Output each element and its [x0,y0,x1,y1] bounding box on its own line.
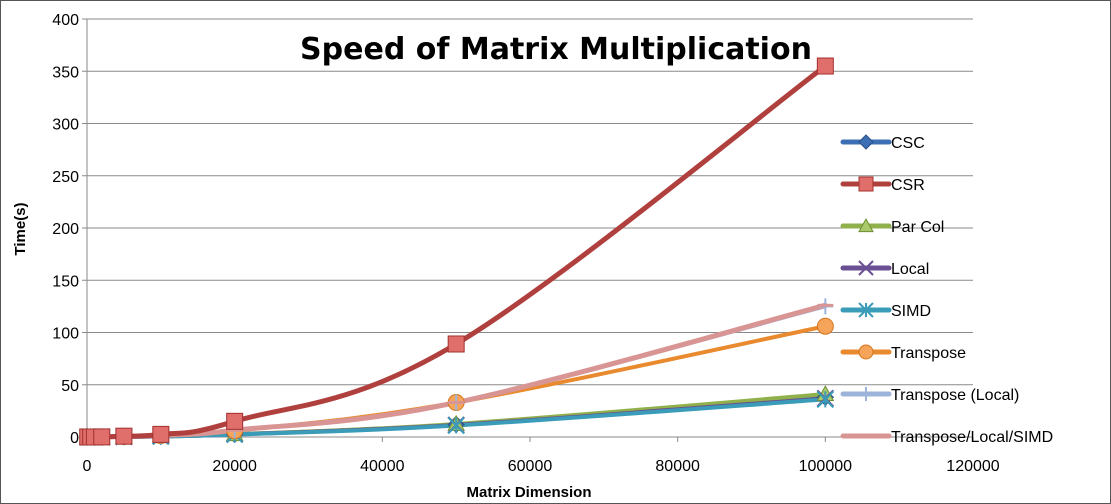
legend-label: Local [891,261,929,278]
x-tick-label: 100000 [799,458,852,475]
legend-item-transpose: Transpose [840,344,966,362]
legend-item-local: Local [840,260,929,278]
x-tick-label: 120000 [946,458,999,475]
legend-label: CSC [891,135,925,152]
x-tick-label: 40000 [360,458,405,475]
y-tick-label: 100 [52,326,79,343]
legend-label: CSR [891,177,925,194]
data-point-csr [447,335,465,353]
data-point-simd [447,416,465,435]
legend-label: SIMD [891,303,931,320]
y-tick-label: 200 [52,221,79,238]
series-markers [78,57,835,446]
legend-label: Transpose (Local) [891,387,1019,404]
legend-item-csr: CSR [840,176,925,194]
x-tick-label: 0 [83,458,92,475]
legend-item-par-col: Par Col [840,217,944,236]
legend-marker [858,134,874,150]
legend-marker [858,176,874,192]
y-tick-label: 400 [52,12,79,29]
legend-marker [858,344,874,360]
series-lines [85,63,828,440]
y-tick-label: 50 [61,378,79,395]
legend-marker [858,217,874,233]
x-tick-label: 80000 [655,458,700,475]
legend-marker [858,260,874,276]
legend-item-transpose-local: Transpose (Local) [840,387,1019,404]
data-point-csr [152,425,170,443]
data-point-csr [226,412,244,430]
legend-label: Par Col [891,219,944,236]
data-point-csr [93,428,111,446]
legend-item-simd: SIMD [840,302,931,320]
x-axis-title: Matrix Dimension [466,484,591,501]
data-point-csr [816,57,834,75]
x-tick-label: 60000 [508,458,553,475]
legend: CSC CSR Par Col Local SIMD Transpose Transpose… [840,134,1053,446]
y-tick-label: 300 [52,117,79,134]
series-line-csr [85,63,828,440]
y-tick-label: 150 [52,273,79,290]
axes: 0 50 100 150 200 250 300 350 400 0 20000 40000 60000… [52,12,1000,475]
y-tick-label: 250 [52,169,79,186]
data-point-transpose [816,317,834,335]
gridlines [87,18,973,386]
chart-title: Speed of Matrix Multiplication [300,32,812,67]
legend-label: Transpose [891,345,966,362]
x-tick-label: 20000 [212,458,257,475]
legend-item-transpose-local-simd: Transpose/Local/SIMD [840,429,1053,446]
legend-item-csc: CSC [840,134,925,152]
legend-label: Transpose/Local/SIMD [891,429,1053,446]
legend-marker [859,387,873,401]
data-point-csr [115,427,133,445]
data-point-simd [816,390,835,409]
y-axis-title: Time(s) [12,202,29,255]
legend-marker [858,302,874,318]
y-tick-label: 350 [52,64,79,81]
y-tick-label: 0 [70,430,79,447]
